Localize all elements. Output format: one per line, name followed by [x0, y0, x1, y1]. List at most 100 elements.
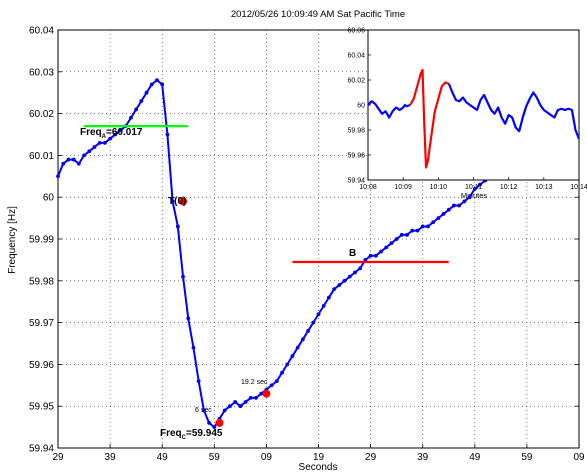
inset-series-line [409, 68, 450, 169]
inset-y-tick-label: 60.04 [347, 53, 365, 60]
inset-y-tick-label: 59.98 [347, 128, 365, 135]
frequency-data-point [462, 199, 467, 204]
frequency-data-point [97, 140, 102, 145]
main-x-tick-label: 29 [365, 452, 377, 463]
x-axis-label: Seconds [299, 462, 338, 473]
freq-c-annotation: FreqC=59.945 [160, 428, 223, 441]
frequency-data-point [467, 195, 472, 200]
inset-y-tick-label: 60.06 [347, 28, 365, 35]
inset-x-ticks: 10:08 10:09 10:10 10:11 10:12 10:13 10:14 [359, 177, 587, 191]
frequency-data-point [410, 228, 415, 233]
frequency-data-point [175, 224, 180, 229]
frequency-data-point [290, 354, 295, 358]
inset-y-tick-label: 59.94 [347, 178, 365, 185]
frequency-data-point [102, 140, 107, 145]
frequency-data-point [191, 345, 196, 350]
inset-x-tick-label: 10:09 [394, 184, 412, 191]
frequency-data-point [207, 421, 211, 425]
t0-annotation: T(0) [168, 196, 186, 207]
frequency-data-point [82, 153, 86, 158]
frequency-data-point [306, 329, 310, 333]
frequency-data-point [353, 270, 357, 275]
frequency-data-point [243, 400, 248, 404]
main-y-tick-label: 60 [43, 193, 55, 204]
frequency-data-point [415, 228, 420, 233]
y-axis-label: Frequency [Hz] [7, 206, 18, 274]
frequency-data-point [76, 161, 81, 166]
inset-x-axis-label: Minutes [461, 191, 488, 200]
main-markers [179, 197, 271, 427]
main-y-tick-label: 59.96 [29, 360, 54, 371]
frequency-data-point [254, 395, 258, 400]
frequency-data-point [379, 249, 383, 254]
inset-y-tick-label: 59.96 [347, 153, 365, 160]
main-y-tick-label: 59.98 [29, 276, 54, 287]
frequency-data-point [332, 287, 337, 292]
frequency-data-point [212, 425, 217, 429]
frequency-data-point [139, 99, 144, 103]
main-x-tick-label: 09 [261, 452, 273, 463]
frequency-data-point [321, 303, 326, 308]
six-sec-annotation: 6 sec [195, 407, 212, 414]
inset-y-tick-label: 60 [357, 103, 365, 110]
main-x-tick-label: 59 [521, 452, 533, 463]
inset-x-tick-label: 10:11 [465, 184, 482, 191]
main-x-tick-label: 49 [157, 452, 169, 463]
frequency-data-point [144, 90, 149, 95]
frequency-data-point [457, 203, 462, 208]
frequency-data-point [478, 182, 482, 187]
inset-series-line [367, 100, 411, 119]
inset-x-tick-label: 10:13 [535, 184, 553, 191]
inset-y-ticks: 59.94 59.96 59.98 60 60.02 60.04 60.06 [347, 28, 371, 185]
frequency-data-point [222, 408, 227, 413]
frequency-data-point [441, 212, 446, 216]
main-y-tick-label: 60.02 [29, 109, 54, 120]
frequency-data-point [363, 258, 368, 262]
frequency-data-point [399, 232, 404, 237]
freq-a-annotation: FreqA=60.017 [80, 127, 143, 140]
frequency-data-point [431, 220, 436, 225]
b-annotation: B [349, 248, 356, 259]
frequency-data-point [368, 253, 373, 258]
frequency-data-point [358, 266, 363, 271]
frequency-data-point [233, 400, 238, 404]
frequency-data-point [149, 82, 154, 87]
frequency-data-point [155, 78, 159, 83]
main-x-tick-label: 29 [52, 452, 64, 463]
frequency-data-point [170, 199, 175, 204]
frequency-data-point [300, 337, 305, 342]
frequency-data-point [228, 404, 232, 409]
inset-series-line [447, 83, 581, 140]
frequency-data-point [61, 161, 66, 166]
main-y-tick-label: 60.03 [29, 67, 54, 78]
main-y-tick-label: 59.99 [29, 235, 54, 246]
frequency-data-point [181, 274, 185, 279]
frequency-data-point [108, 136, 112, 141]
inset-series [367, 68, 581, 169]
main-x-tick-label: 19 [313, 452, 325, 463]
frequency-data-point [384, 245, 389, 250]
frequency-data-point [92, 145, 97, 149]
frequency-data-point [201, 408, 206, 413]
chart-title: 2012/05/26 10:09:49 AM Sat Pacific Time [231, 9, 405, 20]
frequency-data-point [373, 253, 378, 258]
main-grid [58, 30, 579, 448]
frequency-data-point [420, 224, 425, 229]
main-y-tick-label: 60.01 [29, 151, 54, 162]
frequency-data-point [66, 157, 71, 162]
inset-y-tick-label: 60.02 [347, 78, 365, 85]
main-y-tick-label: 59.94 [29, 444, 54, 455]
frequency-data-point [274, 379, 279, 384]
frequency-data-point [436, 216, 441, 221]
inset-x-tick-label: 10:14 [570, 184, 587, 191]
frequency-data-point [113, 132, 118, 137]
main-y-ticks: 59.94 59.95 59.96 59.97 59.98 59.99 60 60.01 60.… [29, 26, 579, 455]
frequency-data-point [196, 379, 201, 384]
main-x-tick-label: 59 [209, 452, 221, 463]
frequency-data-point [405, 232, 409, 237]
inset-x-tick-label: 10:10 [430, 184, 448, 191]
frequency-data-point [134, 107, 139, 112]
frequency-data-point [342, 278, 347, 283]
